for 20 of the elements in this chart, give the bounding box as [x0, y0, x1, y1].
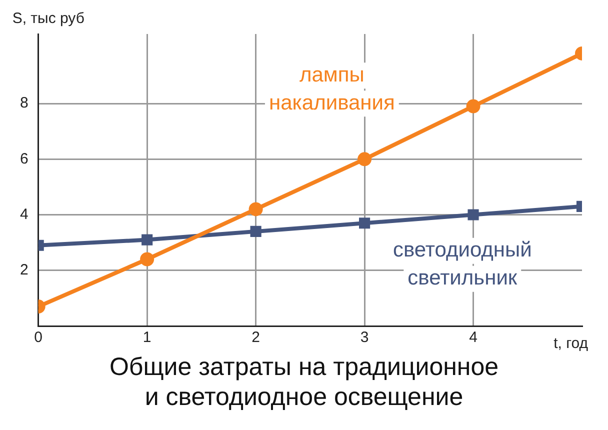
y-tick-label: 8: [20, 94, 28, 112]
x-tick-label: 1: [142, 329, 152, 346]
x-tick-label: 3: [360, 329, 369, 346]
y-tick-label: 4: [20, 206, 28, 223]
text: Общие затраты на традиционное и светодиодное освещение: [108, 352, 500, 412]
series-label: светодиодный светильник: [392, 238, 532, 290]
x-tick-label: 0: [34, 329, 43, 346]
point: [250, 226, 262, 237]
x-tick-label: 2: [252, 329, 260, 346]
y-tick-label: 6: [20, 150, 28, 168]
point: [359, 218, 370, 229]
series-label: лампы накаливания: [268, 63, 395, 114]
x-tick-label: 4: [469, 329, 478, 346]
y-axis-title: S, тыс руб: [12, 10, 84, 28]
point: [358, 152, 372, 166]
point: [140, 252, 154, 266]
y-tick-label: 2: [20, 262, 28, 279]
point: [142, 234, 153, 246]
x-axis-title: t, год: [554, 335, 588, 353]
point: [248, 202, 263, 216]
